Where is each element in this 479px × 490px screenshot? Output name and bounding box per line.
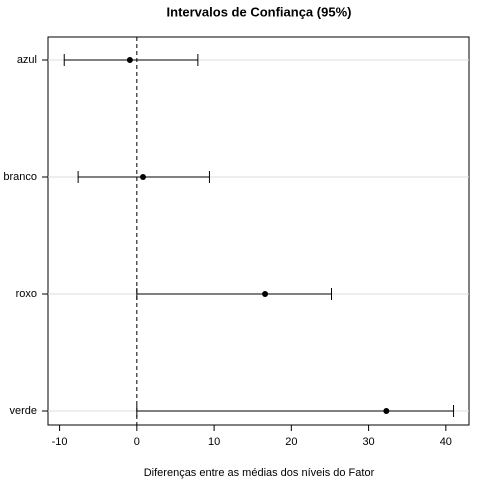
x-tick-label: 40 — [440, 436, 452, 448]
y-tick-label: azul — [17, 54, 37, 66]
x-axis-label: Diferenças entre as médias dos níveis do… — [144, 467, 375, 479]
x-tick-label: 20 — [285, 436, 297, 448]
point-estimate — [126, 57, 133, 63]
x-tick-label: -10 — [52, 436, 68, 448]
point-estimate — [140, 174, 147, 180]
y-tick-label: verde — [9, 405, 37, 417]
plot-frame — [47, 36, 470, 426]
point-estimate — [383, 408, 390, 414]
y-tick-label: branco — [3, 171, 37, 183]
x-tick-label: 10 — [208, 436, 220, 448]
point-estimate — [262, 291, 269, 297]
y-tick-label: roxo — [16, 288, 37, 300]
x-tick-label: 0 — [134, 436, 140, 448]
x-tick-label: 30 — [362, 436, 374, 448]
chart-title: Intervalos de Confiança (95%) — [167, 4, 352, 19]
